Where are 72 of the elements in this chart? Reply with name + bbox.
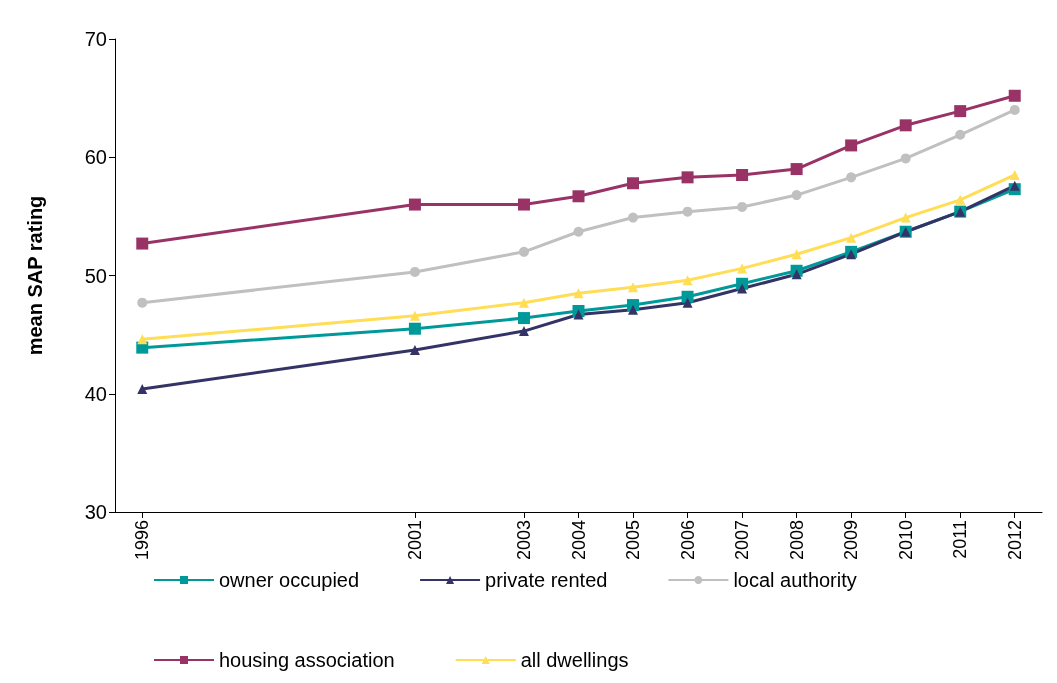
point (955, 194, 966, 205)
point (408, 322, 421, 335)
point (900, 212, 911, 223)
point (573, 309, 584, 320)
point (137, 384, 148, 395)
point (409, 266, 420, 277)
point (409, 310, 420, 321)
point (137, 334, 148, 345)
point (136, 237, 149, 250)
y-axis-title: mean SAP rating (24, 195, 46, 356)
y-tick-label: 50 (84, 264, 107, 287)
point (955, 129, 966, 140)
legend-label: owner occupied (219, 569, 360, 591)
y-tick-label: 70 (84, 28, 107, 50)
point (791, 269, 802, 280)
point (409, 345, 420, 355)
x-tick-label: 2012 (1004, 520, 1025, 561)
point (573, 226, 584, 237)
point (682, 206, 693, 217)
point (737, 283, 748, 294)
x-tick-label: 2008 (786, 520, 807, 561)
x-tick-label: 1996 (132, 520, 153, 561)
x-tick-label: 2003 (513, 520, 534, 561)
point (518, 297, 529, 308)
point (1008, 89, 1021, 102)
x-tick-label: 2011 (950, 520, 971, 559)
point (1009, 169, 1020, 180)
point (846, 172, 857, 183)
point (137, 297, 148, 308)
point (845, 139, 858, 152)
x-tick-label: 2010 (895, 520, 916, 561)
point (572, 190, 585, 203)
point (627, 177, 640, 190)
point (518, 326, 529, 337)
point (628, 212, 639, 223)
point (846, 232, 857, 243)
x-tick-label: 2005 (623, 520, 644, 561)
point (791, 249, 802, 260)
point (682, 275, 693, 286)
point (1009, 180, 1020, 191)
point (681, 171, 694, 184)
point (517, 312, 530, 325)
x-tick-label: 2009 (841, 520, 862, 561)
legend-label: local authority (733, 569, 857, 591)
point (628, 304, 639, 315)
point (408, 198, 421, 211)
point (899, 119, 912, 132)
point (790, 163, 803, 176)
x-tick-label: 2004 (568, 520, 589, 561)
y-tick-label: 60 (84, 146, 107, 169)
point (737, 263, 748, 274)
y-tick-label: 40 (84, 382, 107, 405)
point (681, 290, 694, 303)
point (846, 249, 857, 260)
x-tick-label: 2007 (732, 520, 753, 561)
x-tick-label: 2001 (404, 520, 425, 561)
point (791, 190, 802, 201)
point (682, 297, 693, 308)
legend-label: private rented (485, 569, 608, 591)
point (628, 282, 639, 293)
point (954, 105, 967, 118)
x-tick-label: 2006 (677, 520, 698, 561)
point (737, 201, 748, 212)
legend-label: housing association (219, 649, 395, 671)
point (900, 153, 911, 164)
point (518, 246, 529, 257)
point (736, 168, 749, 181)
point (517, 198, 530, 211)
point (1009, 104, 1020, 115)
y-tick-label: 30 (84, 501, 107, 523)
point (573, 288, 584, 299)
legend-label: all dwellings (520, 649, 629, 671)
